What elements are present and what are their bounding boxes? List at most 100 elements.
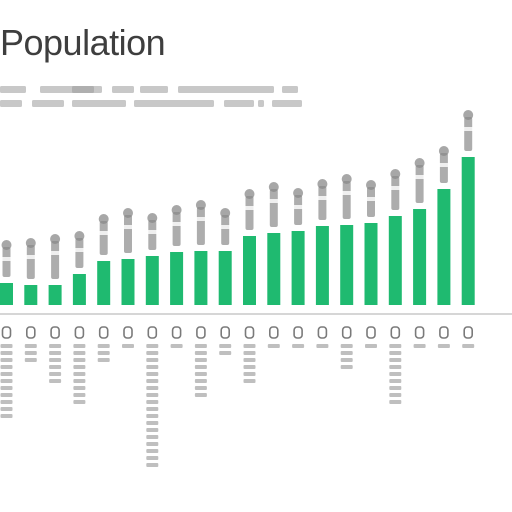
- bar-marker-stem-7: [172, 212, 181, 246]
- bar-3: [72, 274, 86, 305]
- bar-marker-head-9: [220, 208, 231, 218]
- x-tick-column-seg-11-0: [267, 344, 280, 348]
- x-tick-column-seg-16-1: [389, 351, 402, 355]
- x-tick-column-seg-0-4: [0, 372, 13, 376]
- bar-5: [121, 259, 135, 305]
- x-tick-column-seg-6-6: [146, 386, 159, 390]
- x-tick-column-seg-0-8: [0, 400, 13, 404]
- x-tick-column-seg-3-7: [73, 393, 86, 397]
- bar-8: [194, 251, 208, 305]
- x-tick-glyph-8: [196, 326, 206, 339]
- x-tick-glyph-19: [463, 326, 474, 339]
- bar-marker-stem-12: [294, 195, 303, 225]
- bar-marker-head-13: [317, 179, 328, 189]
- x-tick-column-seg-0-6: [0, 386, 13, 390]
- x-tick-glyph-15: [366, 326, 376, 339]
- bar-marker-band-6: [146, 230, 158, 234]
- bar-top-markers: [1, 110, 474, 279]
- x-tick-column-seg-6-9: [146, 407, 159, 411]
- x-tick-column-seg-3-8: [73, 400, 86, 404]
- subtitle-glyph-0-2: [72, 86, 102, 93]
- x-tick-column-seg-8-1: [194, 351, 207, 355]
- bar-marker-band-15: [365, 197, 377, 201]
- x-tick-column-seg-0-0: [0, 344, 13, 348]
- bar-marker-stem-5: [124, 215, 132, 253]
- x-tick-column-seg-0-1: [0, 351, 13, 355]
- bar-marker-stem-2: [51, 241, 60, 279]
- x-tick-column-seg-0-7: [0, 393, 13, 397]
- x-tick-column-seg-3-2: [73, 358, 86, 362]
- x-tick-column-seg-2-5: [49, 379, 62, 383]
- bar-marker-stem-18: [439, 153, 448, 183]
- bar-marker-band-0: [1, 257, 12, 261]
- x-tick-column-seg-6-13: [146, 435, 159, 439]
- chart-title: Population: [0, 22, 166, 63]
- x-tick-column-seg-2-0: [49, 344, 62, 348]
- x-tick-glyph-1: [25, 326, 36, 339]
- x-tick-column-seg-16-3: [389, 365, 402, 369]
- x-tick-column-seg-10-5: [243, 379, 256, 383]
- bar-marker-band-8: [195, 217, 207, 221]
- x-tick-column-seg-0-10: [0, 414, 13, 418]
- bar-marker-head-3: [74, 231, 85, 241]
- bars-group: [0, 157, 475, 305]
- bar-marker-band-16: [389, 186, 401, 190]
- x-tick-column-seg-0-3: [0, 365, 13, 369]
- bar-marker-stem-10: [245, 196, 254, 230]
- bar-1: [24, 285, 38, 305]
- x-tick-glyph-12: [293, 326, 303, 339]
- x-tick-glyph-10: [244, 326, 255, 339]
- bar-2: [48, 285, 62, 305]
- x-tick-column-seg-8-7: [194, 393, 207, 397]
- bar-marker-head-10: [244, 189, 255, 199]
- bar-marker-band-17: [414, 175, 426, 179]
- bar-marker-band-5: [122, 225, 134, 229]
- x-tick-glyph-13: [317, 326, 328, 339]
- x-tick-glyph-4: [98, 326, 109, 339]
- bar-marker-stem-1: [26, 245, 35, 279]
- subtitle-glyph-0-4: [140, 86, 168, 93]
- x-tick-glyph-0: [1, 326, 12, 339]
- bar-13: [315, 226, 329, 305]
- bar-marker-head-1: [25, 238, 36, 248]
- bar-marker-band-12: [292, 205, 304, 209]
- bar-marker-stem-6: [148, 220, 157, 250]
- x-tick-column-seg-15-0: [365, 344, 377, 348]
- x-tick-column-seg-6-7: [146, 393, 159, 397]
- x-tick-glyph-7: [171, 326, 182, 339]
- subtitle-glyph-0-0: [0, 86, 26, 93]
- bar-17: [413, 209, 427, 305]
- x-tick-column-seg-4-2: [97, 358, 110, 362]
- bar-0: [0, 283, 13, 305]
- subtitle-garbled-text: [0, 86, 302, 107]
- x-tick-column-seg-13-0: [316, 344, 329, 348]
- bar-marker-stem-3: [75, 238, 84, 268]
- x-tick-column-seg-14-3: [340, 365, 353, 369]
- subtitle-glyph-1-1: [32, 100, 64, 107]
- x-tick-column-seg-16-0: [389, 344, 402, 348]
- bar-7: [170, 252, 184, 305]
- subtitle-glyph-1-2: [72, 100, 126, 107]
- x-tick-column-seg-2-4: [49, 372, 62, 376]
- x-tick-column-seg-8-0: [194, 344, 207, 348]
- x-tick-column-seg-19-0: [462, 344, 475, 348]
- bar-marker-stem-16: [391, 176, 400, 210]
- x-tick-column-seg-8-2: [194, 358, 207, 362]
- bar-marker-stem-0: [2, 247, 11, 277]
- x-tick-column-seg-16-7: [389, 393, 402, 397]
- x-tick-column-seg-7-0: [170, 344, 183, 348]
- x-tick-column-seg-2-2: [49, 358, 62, 362]
- bar-marker-stem-19: [464, 117, 473, 151]
- bar-marker-head-5: [123, 208, 133, 218]
- bar-marker-head-18: [438, 146, 449, 156]
- bar-marker-stem-4: [99, 221, 108, 255]
- x-tick-glyph-18: [439, 326, 449, 339]
- bar-marker-stem-13: [318, 186, 327, 220]
- bar-marker-band-4: [98, 231, 110, 235]
- x-tick-column-seg-6-8: [146, 400, 159, 404]
- bar-15: [364, 223, 378, 305]
- bar-18: [437, 189, 451, 305]
- bar-marker-head-4: [98, 214, 109, 224]
- x-tick-glyph-14: [341, 326, 352, 339]
